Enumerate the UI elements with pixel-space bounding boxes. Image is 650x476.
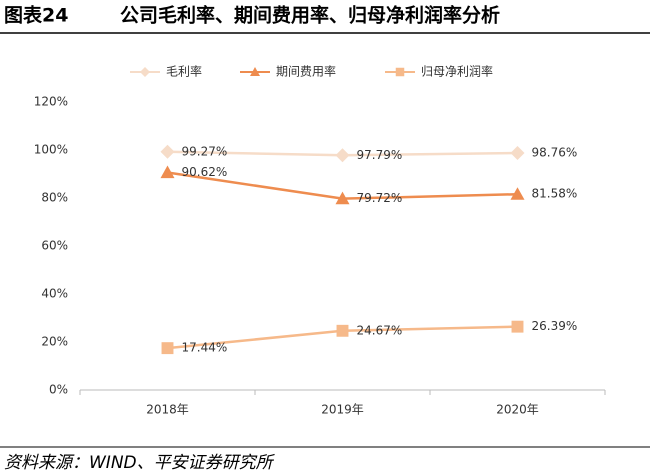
data-label: 97.79% [357, 148, 403, 162]
figure-label: 图表24 [4, 4, 68, 27]
marker [335, 148, 350, 163]
marker [335, 191, 350, 205]
y-tick-label: 120% [34, 95, 68, 109]
marker [510, 145, 525, 160]
y-tick-label: 80% [41, 191, 68, 205]
x-tick-label: 2020年 [496, 403, 539, 417]
y-tick-label: 100% [34, 143, 68, 157]
chart-title: 公司毛利率、期间费用率、归母净利润率分析 [120, 4, 500, 27]
marker [160, 144, 175, 159]
y-tick-label: 0% [49, 383, 68, 397]
y-tick-label: 60% [41, 239, 68, 253]
data-label: 24.67% [357, 323, 403, 337]
marker [511, 320, 524, 333]
data-label: 81.58% [532, 187, 578, 201]
marker [336, 324, 349, 337]
legend-label: 归母净利润率 [421, 64, 493, 79]
data-label: 99.27% [182, 144, 228, 158]
marker [510, 187, 525, 200]
x-tick-label: 2018年 [146, 403, 189, 417]
data-label: 17.44% [182, 341, 228, 355]
marker [160, 165, 175, 179]
data-label: 98.76% [532, 145, 578, 159]
legend-label: 毛利率 [166, 64, 202, 79]
x-tick-label: 2019年 [321, 403, 364, 417]
legend-marker [395, 67, 405, 77]
data-label: 90.62% [182, 165, 228, 179]
legend-label: 期间费用率 [276, 64, 336, 79]
data-label: 79.72% [357, 191, 403, 205]
marker [161, 342, 174, 355]
data-label: 26.39% [532, 319, 578, 333]
source: 资料来源：WIND、平安证券研究所 [4, 453, 276, 473]
legend-marker [140, 67, 150, 77]
y-tick-label: 40% [41, 287, 68, 301]
legend-marker [250, 67, 260, 76]
y-tick-label: 20% [41, 335, 68, 349]
